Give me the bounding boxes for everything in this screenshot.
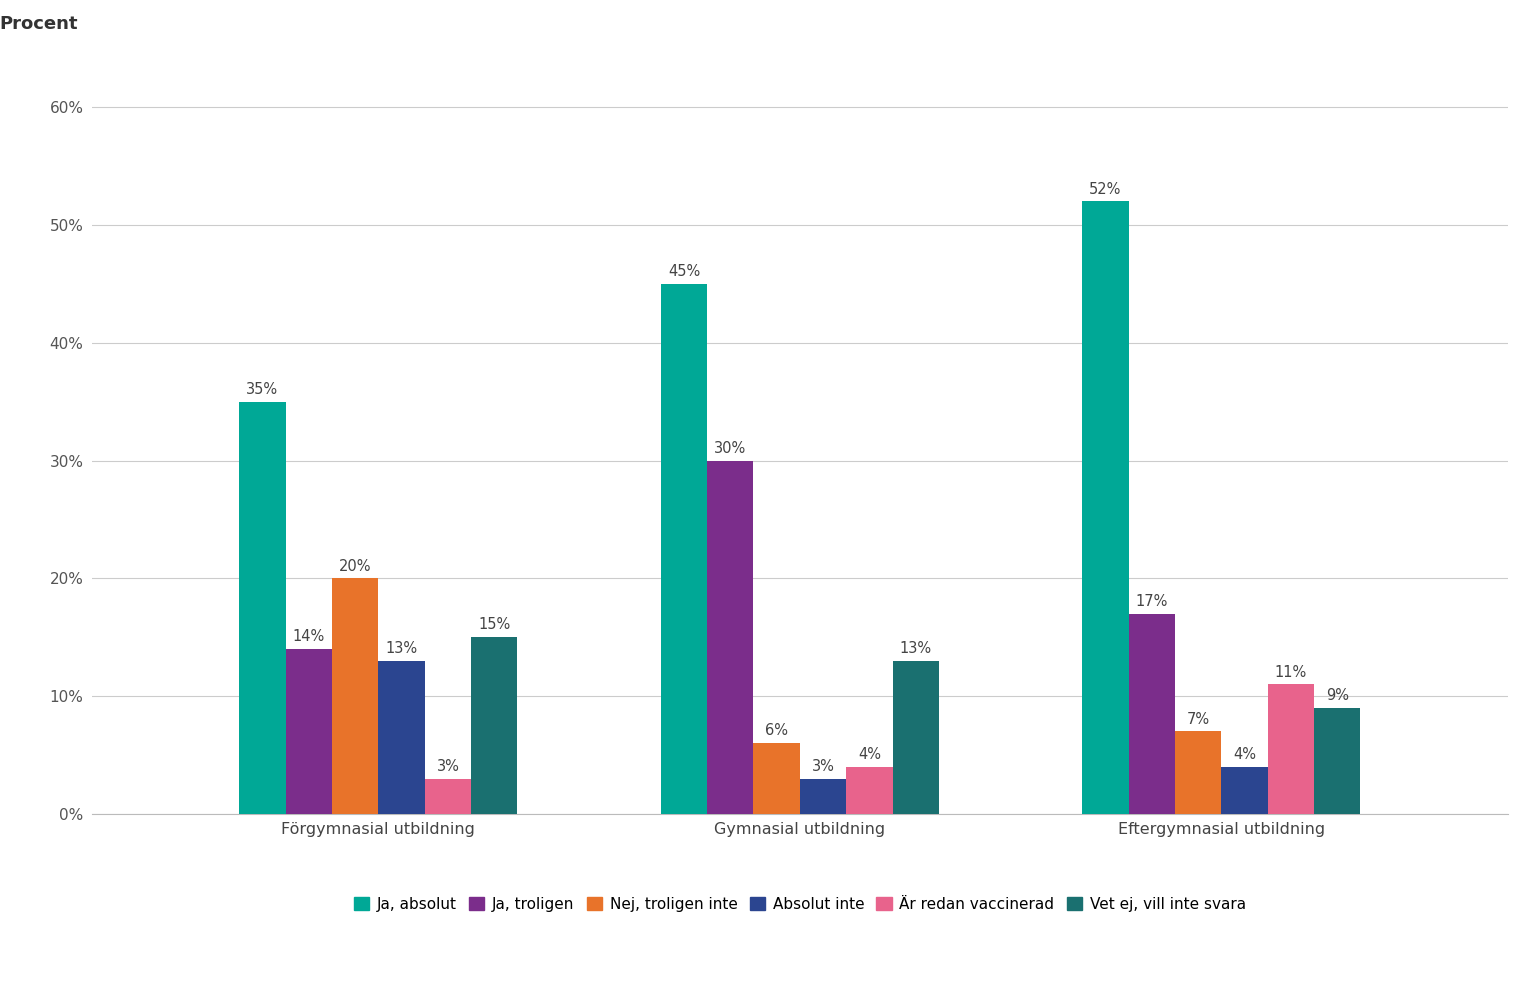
Text: 13%: 13% [900,641,932,656]
Text: 13%: 13% [385,641,417,656]
Bar [892,661,940,813]
Bar [239,402,286,813]
Bar [1267,684,1314,813]
Text: 9%: 9% [1327,688,1349,703]
Text: 52%: 52% [1089,182,1121,196]
Bar [754,743,800,813]
Text: 4%: 4% [1234,747,1256,762]
Text: 3%: 3% [437,759,460,774]
Bar [1129,614,1176,813]
Text: 20%: 20% [340,558,372,573]
Text: 14%: 14% [292,629,324,644]
Bar [707,460,754,813]
Bar [332,578,378,813]
Bar [800,779,847,813]
Text: 35%: 35% [247,382,279,397]
Text: 15%: 15% [478,617,510,633]
Bar [286,649,332,813]
Text: 3%: 3% [812,759,835,774]
Text: Procent: Procent [0,15,78,33]
Bar [847,767,892,813]
Text: 30%: 30% [714,440,746,455]
Text: 11%: 11% [1275,665,1307,680]
Bar [425,779,471,813]
Text: 17%: 17% [1136,594,1168,609]
Text: 45%: 45% [667,264,701,279]
Legend: Ja, absolut, Ja, troligen, Nej, troligen inte, Absolut inte, Är redan vaccinerad: Ja, absolut, Ja, troligen, Nej, troligen… [347,891,1252,918]
Bar [1083,201,1129,813]
Bar [471,637,518,813]
Bar [1221,767,1267,813]
Text: 7%: 7% [1186,711,1209,727]
Bar [378,661,425,813]
Bar [661,284,707,813]
Bar [1314,708,1360,813]
Text: 4%: 4% [857,747,880,762]
Text: 6%: 6% [765,723,789,738]
Bar [1176,731,1221,813]
